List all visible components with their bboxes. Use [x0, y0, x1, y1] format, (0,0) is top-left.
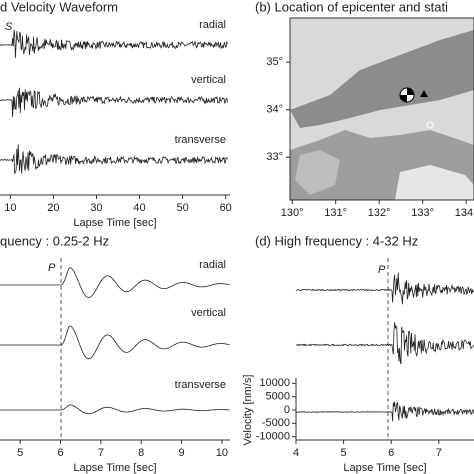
x-tick-label: 60	[220, 202, 232, 214]
trace-label: vertical	[191, 74, 226, 86]
trace-label: radial	[199, 19, 226, 31]
x-tick-label: 20	[47, 202, 59, 214]
phase-label: P	[378, 264, 386, 276]
x-tick-label: 7	[436, 447, 442, 459]
station	[426, 121, 434, 129]
x-tick-label: 40	[133, 202, 145, 214]
waveform	[295, 272, 474, 305]
x-tick-label: 4	[293, 447, 299, 459]
x-tick-label: 10	[4, 202, 16, 214]
y-tick-label: 35°	[266, 56, 283, 68]
waveform	[0, 404, 230, 415]
trace-label: radial	[199, 259, 226, 271]
x-tick-label: 7	[98, 447, 104, 459]
x-tick-label: 10	[216, 447, 228, 459]
panel-title: (b) Location of epicenter and stati	[255, 0, 448, 14]
x-tick-label: 5	[17, 447, 23, 459]
x-tick-label: 131°	[324, 207, 347, 219]
waveform	[0, 267, 230, 298]
map-land	[395, 165, 474, 200]
epicenter	[400, 88, 414, 102]
y-tick-label: 10000	[259, 377, 290, 389]
phase-label: S	[5, 21, 13, 33]
trace-label: transverse	[175, 134, 226, 146]
y-tick-label: -5000	[262, 417, 290, 429]
x-tick-label: 133°	[411, 207, 434, 219]
x-axis-label: Lapse Time [sec]	[73, 217, 156, 229]
trace-label: transverse	[175, 379, 226, 391]
x-tick-label: 134°	[455, 207, 474, 219]
panel-title: (d) High frequency : 4-32 Hz	[255, 233, 418, 248]
x-tick-label: 6	[57, 447, 63, 459]
waveform	[0, 87, 228, 118]
x-tick-label: 5	[341, 447, 347, 459]
station	[420, 90, 428, 97]
x-tick-label: 30	[90, 202, 102, 214]
x-tick-label: 8	[138, 447, 144, 459]
y-tick-label: 34°	[266, 104, 283, 116]
map-land	[295, 150, 340, 195]
waveform	[0, 144, 228, 175]
y-tick-label: 5000	[266, 391, 290, 403]
x-axis-label: Lapse Time [sec]	[73, 462, 156, 474]
phase-label: P	[48, 262, 56, 274]
waveform	[295, 322, 474, 365]
trace-label: vertical	[191, 307, 226, 319]
waveform	[0, 325, 230, 360]
map	[289, 17, 474, 201]
waveform	[0, 29, 228, 58]
map-land	[290, 30, 474, 128]
panel-title: quency : 0.25-2 Hz	[0, 233, 109, 248]
x-tick-label: 6	[388, 447, 394, 459]
waveform	[295, 401, 474, 422]
y-axis-label: Velocity [nm/s]	[242, 375, 254, 446]
x-tick-label: 9	[179, 447, 185, 459]
x-axis-label: Lapse Time [sec]	[343, 462, 426, 474]
y-tick-label: -10000	[256, 431, 290, 443]
panel-title: d Velocity Waveform	[0, 0, 118, 14]
x-tick-label: 130°	[281, 207, 304, 219]
x-tick-label: 50	[176, 202, 188, 214]
y-tick-label: 0	[284, 404, 290, 416]
x-tick-label: 132°	[368, 207, 391, 219]
y-tick-label: 33°	[266, 151, 283, 163]
